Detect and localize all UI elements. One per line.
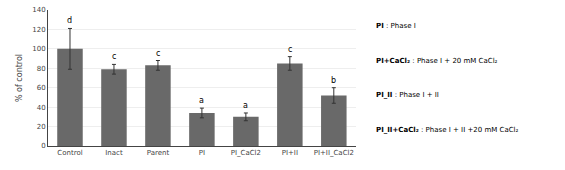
svg-text:60: 60 bbox=[37, 84, 46, 92]
svg-text:c: c bbox=[156, 49, 160, 58]
svg-text:PI_II : Phase I + II: PI_II : Phase I + II bbox=[376, 91, 439, 99]
svg-text:a: a bbox=[243, 101, 248, 110]
svg-text:% of control: % of control bbox=[15, 54, 24, 102]
svg-text:b: b bbox=[331, 76, 336, 85]
svg-text:c: c bbox=[288, 45, 292, 54]
svg-text:Inact: Inact bbox=[105, 149, 123, 157]
svg-text:c: c bbox=[112, 52, 116, 61]
svg-text:PI+II_CaCl2: PI+II_CaCl2 bbox=[314, 149, 354, 157]
svg-text:PI+II: PI+II bbox=[282, 149, 298, 157]
svg-text:PI_CaCl2: PI_CaCl2 bbox=[231, 149, 261, 157]
svg-text:a: a bbox=[199, 96, 204, 105]
svg-text:d: d bbox=[67, 16, 72, 25]
svg-text:100: 100 bbox=[32, 45, 45, 53]
svg-text:40: 40 bbox=[37, 104, 46, 112]
svg-text:0: 0 bbox=[41, 142, 45, 150]
svg-text:Parent: Parent bbox=[147, 149, 170, 157]
svg-text:140: 140 bbox=[32, 6, 45, 14]
svg-text:PI_II+CaCl₂ : Phase I + II +20: PI_II+CaCl₂ : Phase I + II +20 mM CaCl₂ bbox=[376, 126, 519, 134]
svg-text:PI+CaCl₂ : Phase I + 20 mM CaC: PI+CaCl₂ : Phase I + 20 mM CaCl₂ bbox=[376, 57, 498, 65]
svg-text:PI : Phase I: PI : Phase I bbox=[376, 22, 416, 30]
svg-text:20: 20 bbox=[37, 123, 46, 131]
svg-text:120: 120 bbox=[32, 26, 45, 34]
svg-text:80: 80 bbox=[37, 65, 46, 73]
svg-text:Control: Control bbox=[57, 149, 82, 157]
svg-text:PI: PI bbox=[199, 149, 205, 157]
